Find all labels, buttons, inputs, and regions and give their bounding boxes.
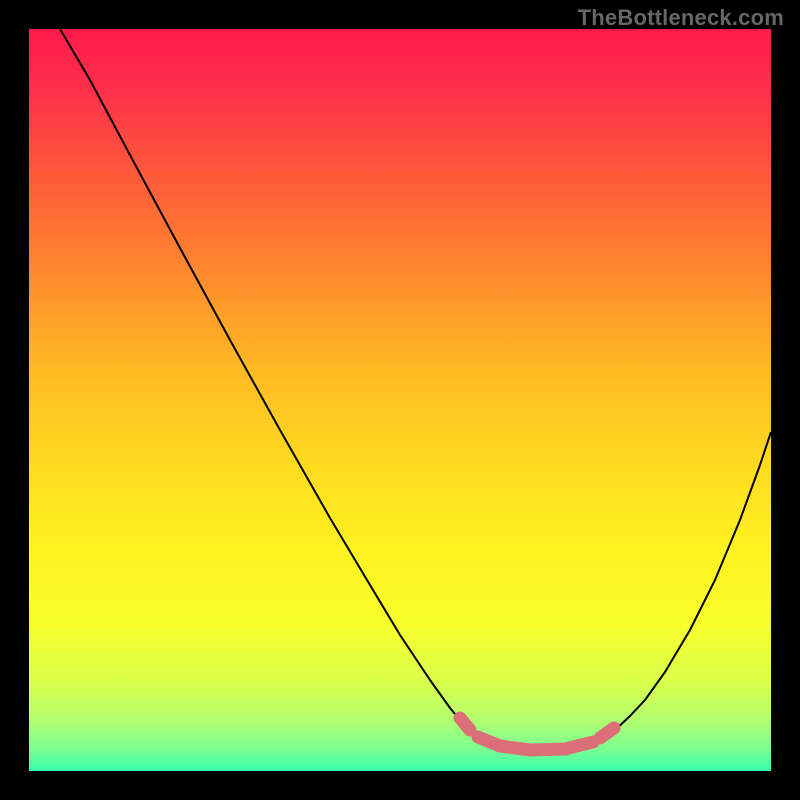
plot-background xyxy=(29,29,771,771)
optimal-marker-segment xyxy=(565,742,593,749)
chart-container: TheBottleneck.com xyxy=(0,0,800,800)
watermark-text: TheBottleneck.com xyxy=(578,5,784,31)
bottleneck-chart xyxy=(0,0,800,800)
optimal-marker-segment xyxy=(600,728,614,738)
optimal-marker-segment xyxy=(460,718,470,730)
